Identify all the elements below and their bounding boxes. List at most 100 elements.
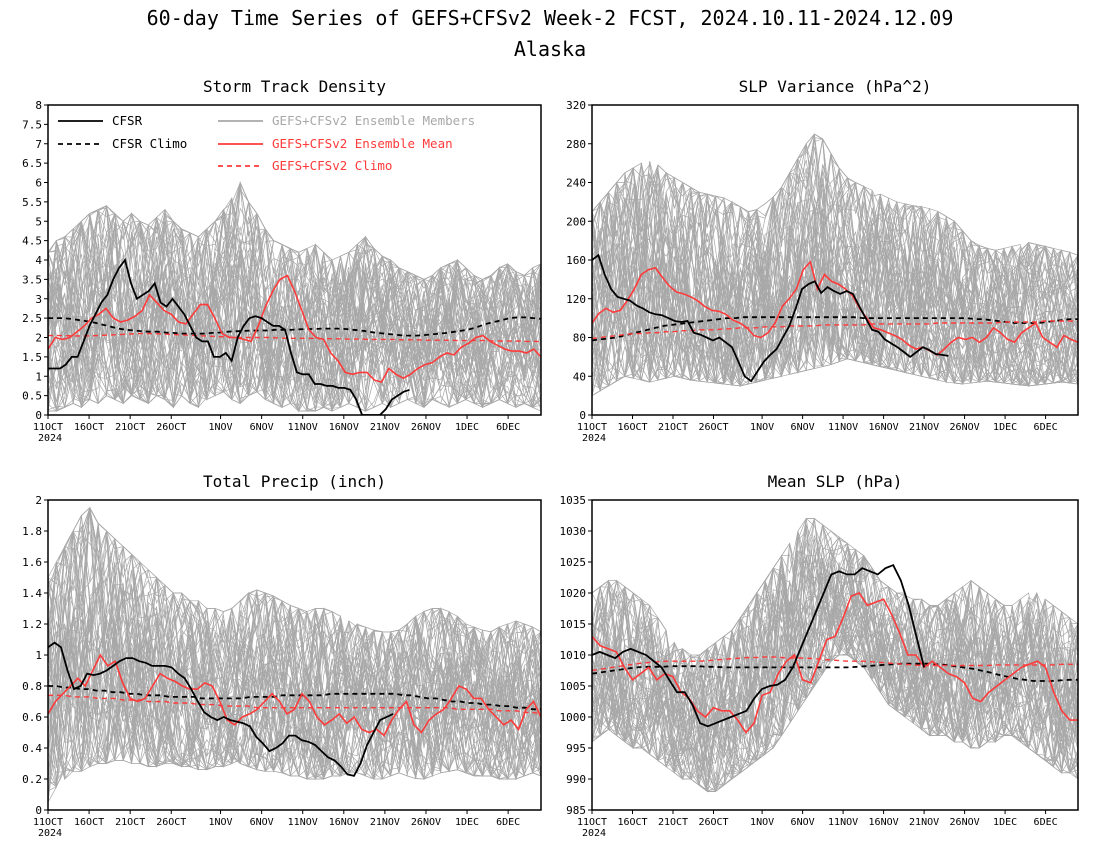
x-tick-label: 21OCT: [115, 817, 145, 828]
x-tick-label: 1NOV: [209, 817, 233, 828]
x-tick-label: 16OCT: [617, 817, 647, 828]
ensemble-member-line: [592, 137, 1078, 387]
x-tick-label: 6DEC: [496, 817, 520, 828]
y-tick-label: 1: [35, 649, 42, 662]
y-tick-label: 40: [573, 370, 586, 383]
y-tick-label: 0.5: [22, 390, 42, 403]
x-year-label: 2024: [38, 433, 62, 444]
legend-label: CFSR: [112, 113, 143, 128]
x-tick-label: 1NOV: [209, 422, 233, 433]
ensemble-member-line: [48, 577, 541, 780]
y-tick-label: 1015: [560, 618, 587, 631]
ensemble-member-line: [592, 224, 1078, 386]
panel-title: Storm Track Density: [203, 77, 386, 96]
series-line-cfsr-climo: [48, 316, 541, 337]
ensemble-member-line: [592, 542, 1078, 773]
y-tick-label: 3.5: [22, 273, 42, 286]
ensemble-member-line: [592, 163, 1078, 385]
y-tick-label: 0: [35, 804, 42, 817]
x-tick-label: 11NOV: [828, 422, 858, 433]
x-tick-label: 11OCT: [577, 422, 607, 433]
ensemble-members: [592, 517, 1078, 793]
legend-label: GEFS+CFSv2 Ensemble Members: [272, 113, 475, 128]
ensemble-member-line: [48, 209, 541, 412]
ensemble-member-line: [592, 165, 1078, 387]
y-tick-label: 1030: [560, 525, 587, 538]
y-tick-label: 1: [35, 370, 42, 383]
x-tick-label: 16NOV: [329, 817, 359, 828]
y-tick-label: 2: [35, 332, 42, 345]
y-tick-label: 1.2: [22, 618, 42, 631]
x-tick-label: 26OCT: [698, 422, 728, 433]
x-tick-label: 16NOV: [869, 422, 899, 433]
ensemble-member-line: [592, 530, 1078, 780]
y-tick-label: 5.5: [22, 196, 42, 209]
series-line-gefs-cfsv2-ensemble-mean: [592, 260, 1078, 356]
ensemble-member-line: [48, 624, 541, 774]
panels: Storm Track Density 0 0.5 1 1.5 2 2.5 3 3.5 4 4.5 5…: [22, 77, 1079, 839]
series-line-gefs-cfsv2-ensemble-mean: [48, 274, 541, 384]
x-tick-label: 1DEC: [993, 422, 1017, 433]
series-line-gefs-cfsv2-ensemble-mean: [48, 653, 541, 737]
y-tick-label: 1020: [560, 587, 587, 600]
chart-panel-total-precip-inch: Total Precip (inch) 0 0.2 0.4 0.6 0.8 1 1.2 1.4 1…: [22, 472, 542, 839]
ensemble-member-line: [48, 611, 541, 780]
y-tick-label: 120: [566, 293, 586, 306]
x-tick-label: 11NOV: [288, 422, 318, 433]
y-tick-label: 1.4: [22, 587, 42, 600]
y-tick-label: 280: [566, 138, 586, 151]
ensemble-member-line: [48, 259, 541, 410]
x-tick-label: 21OCT: [658, 422, 688, 433]
x-tick-label: 6NOV: [250, 817, 274, 828]
x-tick-label: 16OCT: [617, 422, 647, 433]
series-line-cfsr-climo: [592, 316, 1078, 342]
x-tick-label: 1NOV: [750, 422, 774, 433]
ensemble-member-line: [48, 181, 541, 392]
panel-title: Total Precip (inch): [203, 472, 386, 491]
x-tick-label: 21NOV: [909, 817, 939, 828]
ensemble-members: [48, 181, 541, 413]
x-tick-label: 26NOV: [411, 817, 441, 828]
y-tick-label: 6: [35, 177, 42, 190]
y-tick-label: 320: [566, 99, 586, 112]
ensemble-member-line: [48, 537, 541, 762]
ensemble-member-line: [592, 138, 1078, 387]
ensemble-member-line: [48, 506, 541, 744]
ensemble-member-line: [592, 142, 1078, 368]
ensemble-member-line: [48, 197, 541, 389]
ensemble-members: [592, 133, 1078, 396]
x-tick-label: 21NOV: [370, 817, 400, 828]
x-tick-label: 16OCT: [74, 422, 104, 433]
ensemble-member-line: [48, 549, 541, 803]
chart-panel-mean-slp-hpa: Mean SLP (hPa) 985 990 995 1000 1005 1010 1015 1…: [560, 472, 1079, 839]
chart-panel-slp-variance-hpa-2: SLP Variance (hPa^2) 0 40 80 120 160 200 240 280…: [566, 77, 1079, 444]
ensemble-member-line: [592, 239, 1078, 387]
legend-item-gefs-cfsv2-ensemble-mean: GEFS+CFSv2 Ensemble Mean: [218, 136, 453, 151]
chart-panel-storm-track-density: Storm Track Density 0 0.5 1 1.5 2 2.5 3 3.5 4 4.5 5…: [22, 77, 542, 444]
series-line-gefs-cfsv2-climo: [592, 656, 1078, 672]
y-tick-label: 1025: [560, 556, 587, 569]
x-tick-label: 21OCT: [658, 817, 688, 828]
x-tick-label: 26NOV: [950, 422, 980, 433]
y-tick-label: 2.5: [22, 312, 42, 325]
x-year-label: 2024: [582, 828, 606, 839]
ensemble-member-line: [48, 582, 541, 803]
y-tick-label: 0.6: [22, 711, 42, 724]
y-tick-label: 0.8: [22, 680, 42, 693]
x-tick-label: 16NOV: [329, 422, 359, 433]
ensemble-member-line: [48, 270, 541, 412]
ensemble-member-line: [592, 137, 1078, 385]
x-tick-label: 21NOV: [370, 422, 400, 433]
ensemble-member-line: [48, 514, 541, 780]
x-tick-label: 6NOV: [791, 817, 815, 828]
ensemble-member-line: [48, 222, 541, 396]
y-tick-label: 990: [566, 773, 586, 786]
y-tick-label: 0: [579, 409, 586, 422]
series-line-cfsr-climo: [592, 662, 1078, 682]
y-tick-label: 0.2: [22, 773, 42, 786]
x-tick-label: 21NOV: [909, 422, 939, 433]
y-tick-label: 240: [566, 177, 586, 190]
x-tick-label: 16NOV: [869, 817, 899, 828]
series-line-gefs-cfsv2-climo: [592, 320, 1078, 340]
